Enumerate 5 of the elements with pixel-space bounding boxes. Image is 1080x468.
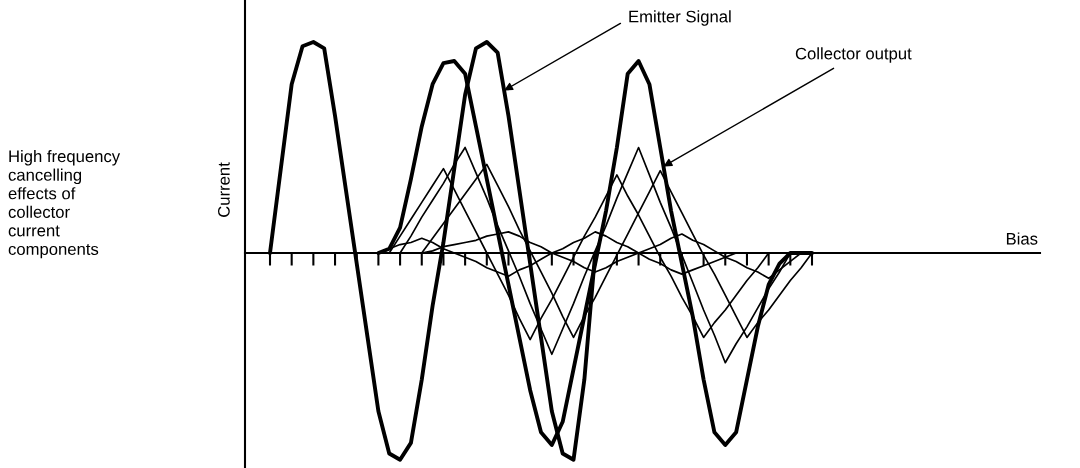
text: Emitter Signal xyxy=(629,10,731,26)
text: Bias xyxy=(1006,232,1038,245)
text: High frequency cancelling effects of collector current components xyxy=(8,150,121,259)
text: Collector output xyxy=(795,47,912,63)
y-axis-title: Current xyxy=(217,162,230,217)
